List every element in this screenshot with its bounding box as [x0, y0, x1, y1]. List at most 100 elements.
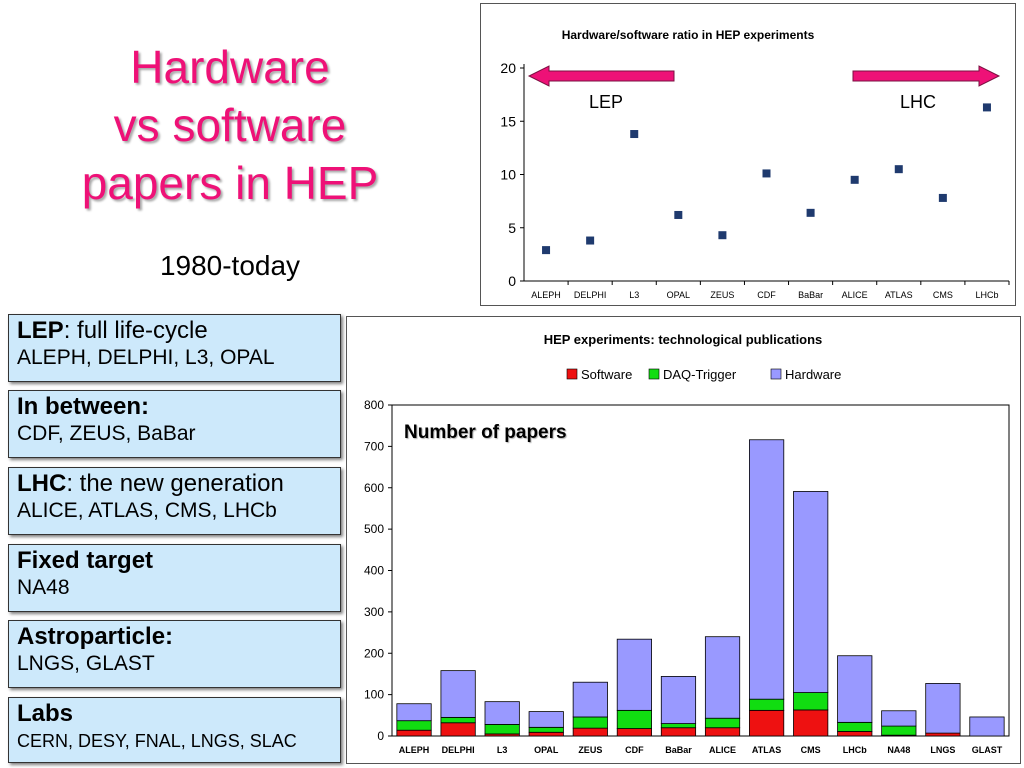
- x-axis-labels: ALEPH DELPHI L3 OPAL ZEUS CDF BaBar ALICE ATLAS C…: [531, 281, 1010, 300]
- x-tick-label: ATLAS: [885, 290, 913, 300]
- data-point: [982, 103, 991, 112]
- data-point: [718, 231, 727, 240]
- title-line-3: papers in HEP: [81, 157, 379, 209]
- data-point: [674, 210, 683, 219]
- bar-segment: [616, 638, 652, 711]
- bar-segment: [837, 721, 873, 732]
- data-points: [542, 103, 991, 255]
- bar-segment: [660, 676, 697, 724]
- ratio-chart-panel: Hardware/software ratio in HEP experimen…: [480, 3, 1016, 306]
- y-tick-label: 700: [364, 439, 384, 453]
- y-tick-label: 600: [364, 481, 384, 495]
- bar-segment: [749, 439, 785, 700]
- category-experiments: LNGS, GLAST: [17, 652, 155, 675]
- bar-segment: [793, 491, 829, 693]
- x-tick-label: OPAL: [534, 745, 559, 755]
- y-tick-label: 20: [500, 60, 516, 76]
- legend-swatch: [566, 368, 578, 380]
- x-tick-label: ZEUS: [710, 290, 734, 300]
- papers-stacked-bar-chart: HEP experiments: technological publicati…: [364, 332, 1010, 755]
- bar-segment: [925, 732, 961, 737]
- y-axis-ticks: 0 5 10 15 20: [500, 60, 524, 289]
- category-note: : the new generation: [66, 470, 284, 497]
- bar-segment: [484, 701, 520, 725]
- y-tick-label: 0: [508, 273, 516, 289]
- bar-segment: [572, 727, 608, 737]
- inner-label: Number of papers: [404, 422, 567, 443]
- bar-segment: [749, 709, 785, 737]
- category-box-labs: Labs CERN, DESY, FNAL, LNGS, SLAC: [8, 697, 341, 763]
- legend-swatch: [648, 368, 660, 380]
- category-experiments: CDF, ZEUS, BaBar: [17, 422, 196, 445]
- x-tick-label: ALEPH: [531, 290, 561, 300]
- data-point: [894, 165, 903, 174]
- data-point: [806, 208, 815, 217]
- papers-chart-panel: HEP experiments: technological publicati…: [346, 316, 1021, 764]
- slide-subtitle: 1980-today: [159, 250, 301, 281]
- bar-segment: [660, 723, 697, 729]
- category-heading: In between:: [17, 393, 332, 421]
- legend-label: Hardware: [785, 367, 841, 382]
- bar-segment: [837, 731, 873, 737]
- legend-swatch: [770, 368, 782, 380]
- data-point: [938, 193, 947, 202]
- y-tick-label: 5: [508, 220, 516, 236]
- bar-segment: [704, 717, 741, 729]
- bar-segment: [660, 727, 697, 737]
- legend-label: DAQ-Trigger: [663, 367, 737, 382]
- x-tick-label: ALICE: [709, 745, 736, 755]
- x-tick-label: L3: [629, 290, 639, 300]
- y-tick-label: 15: [500, 113, 516, 129]
- data-point: [586, 236, 595, 245]
- category-box-fixed-target: Fixed target NA48: [8, 544, 341, 612]
- bar-segment: [837, 655, 873, 723]
- lep-arrow: [527, 65, 675, 87]
- bar-segment: [793, 709, 829, 737]
- x-tick-label: CDF: [757, 290, 776, 300]
- plot-area: [391, 404, 1010, 737]
- bar-segment: [572, 681, 608, 718]
- bar-segment: [925, 683, 961, 734]
- bar-segment: [572, 716, 608, 729]
- x-tick-label: CMS: [801, 745, 821, 755]
- slide-title: Hardware vs software papers in HEP: [40, 38, 420, 212]
- bar-segment: [881, 725, 917, 736]
- category-heading: Fixed target: [17, 547, 332, 575]
- x-tick-label: DELPHI: [574, 290, 607, 300]
- legend-label: Software: [581, 367, 632, 382]
- bar-segment: [881, 710, 917, 727]
- y-tick-label: 10: [500, 167, 516, 183]
- x-tick-label: ZEUS: [578, 745, 602, 755]
- y-tick-label: 200: [364, 646, 384, 660]
- bar-segment: [704, 636, 741, 719]
- bar-segment: [484, 724, 520, 735]
- bar-segment: [704, 727, 741, 737]
- x-tick-label: ATLAS: [752, 745, 781, 755]
- data-point: [850, 175, 859, 184]
- bar-segment: [793, 692, 829, 711]
- chart-title: HEP experiments: technological publicati…: [544, 332, 823, 347]
- x-tick-label: L3: [497, 745, 508, 755]
- category-experiments: CERN, DESY, FNAL, LNGS, SLAC: [17, 731, 297, 751]
- x-tick-label: OPAL: [667, 290, 690, 300]
- x-tick-label: LNGS: [930, 745, 955, 755]
- category-name: LEP: [17, 317, 64, 344]
- category-heading: Labs: [17, 700, 332, 728]
- category-heading: Astroparticle:: [17, 623, 332, 651]
- category-heading: LHC: the new generation: [17, 470, 332, 498]
- category-name: LHC: [17, 470, 67, 497]
- bar-segment: [396, 729, 432, 737]
- x-tick-label: LHCb: [843, 745, 867, 755]
- bar-segment: [616, 728, 652, 737]
- bar-segment: [969, 716, 1005, 737]
- bar-segment: [440, 716, 476, 724]
- category-name: Astroparticle:: [17, 623, 174, 650]
- data-point: [762, 169, 771, 178]
- category-experiments: ALEPH, DELPHI, L3, OPAL: [17, 346, 275, 369]
- lhc-arrow: [852, 65, 1001, 87]
- lhc-label: LHC: [900, 92, 936, 112]
- category-box-lep: LEP: full life-cycle ALEPH, DELPHI, L3, …: [8, 314, 341, 382]
- y-tick-label: 0: [377, 729, 384, 743]
- category-box-astroparticle: Astroparticle: LNGS, GLAST: [8, 620, 341, 688]
- y-tick-label: 300: [364, 605, 384, 619]
